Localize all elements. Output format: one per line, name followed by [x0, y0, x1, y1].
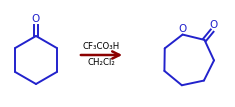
Text: O: O — [209, 20, 217, 30]
Text: O: O — [178, 24, 187, 34]
Text: CH₂Cl₂: CH₂Cl₂ — [88, 58, 115, 67]
Text: CF₃CO₃H: CF₃CO₃H — [83, 42, 120, 51]
Text: O: O — [32, 14, 40, 24]
